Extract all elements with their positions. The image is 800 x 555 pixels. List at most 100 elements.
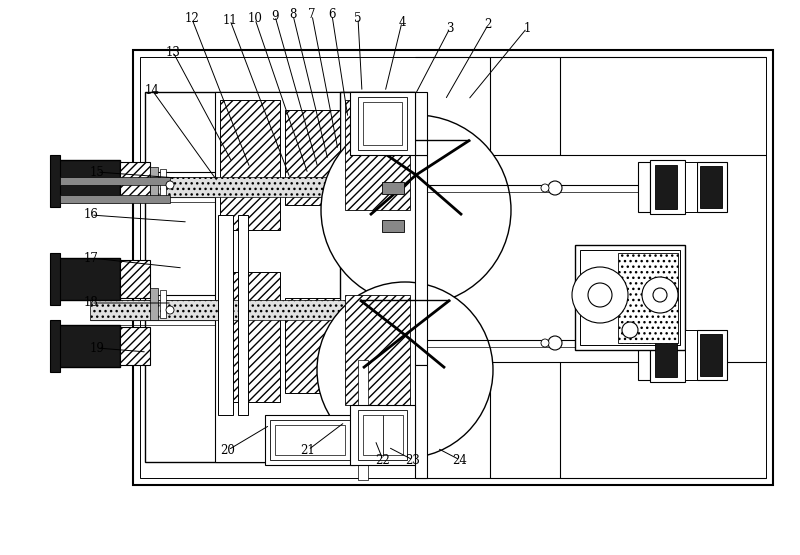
Bar [697,162,727,212]
Circle shape [317,282,493,458]
Circle shape [541,339,549,347]
Bar [383,415,403,455]
Circle shape [622,322,638,338]
Text: 6: 6 [328,8,336,22]
Bar [55,160,120,202]
Bar [358,360,368,480]
Bar [160,290,166,318]
Bar [55,325,120,367]
Bar [368,422,376,462]
Circle shape [548,181,562,195]
Bar [60,177,170,185]
Bar [340,92,415,462]
Text: 12: 12 [185,13,199,26]
Bar [150,167,158,199]
Bar [220,100,280,230]
Bar [700,334,722,376]
Text: 2: 2 [484,18,492,32]
Bar [350,92,415,155]
Bar [265,415,355,465]
Bar [638,162,650,212]
Text: 11: 11 [222,13,238,27]
Bar [350,405,415,465]
Text: 8: 8 [290,8,297,22]
Circle shape [541,184,549,192]
Bar [285,110,340,205]
Bar [90,177,415,197]
Bar [650,328,685,382]
Text: 10: 10 [247,13,262,26]
Bar [415,155,427,365]
Bar [618,253,678,343]
Text: 5: 5 [354,12,362,24]
Bar [392,422,400,462]
Bar [55,258,120,300]
Bar [358,97,407,150]
Bar [140,57,766,478]
Bar [150,288,158,320]
Text: 20: 20 [221,443,235,457]
Bar [270,420,350,460]
Text: 18: 18 [84,296,98,310]
Bar [382,220,404,232]
Text: 19: 19 [90,341,105,355]
Text: 14: 14 [145,83,159,97]
Bar [697,330,727,380]
Text: 13: 13 [166,46,181,58]
Circle shape [166,181,174,189]
Text: 24: 24 [453,453,467,467]
Text: 21: 21 [301,443,315,457]
Bar [575,245,685,350]
Bar [363,415,383,455]
Circle shape [166,306,174,314]
Bar [345,100,410,210]
Bar [345,295,410,405]
Bar [275,425,345,455]
Bar [382,182,404,194]
Bar [285,298,340,393]
Circle shape [572,267,628,323]
Text: 22: 22 [376,453,390,467]
Bar [580,250,680,345]
Bar [50,253,60,305]
Bar [685,162,697,212]
Text: 7: 7 [308,8,316,22]
Text: 15: 15 [90,165,105,179]
Bar [638,330,650,380]
Bar [358,410,407,460]
Bar [145,92,415,462]
Bar [655,333,677,377]
Text: 16: 16 [83,209,98,221]
Bar [238,215,248,415]
Bar [60,195,170,203]
Bar [415,92,427,155]
Bar [685,330,697,380]
Bar [220,272,280,402]
Bar [50,320,60,372]
Bar [90,300,415,320]
Text: 4: 4 [398,16,406,28]
Bar [120,162,150,200]
Text: 17: 17 [83,251,98,265]
Circle shape [642,277,678,313]
Text: 1: 1 [523,22,530,34]
Bar [655,165,677,209]
Text: 23: 23 [406,453,421,467]
Text: 3: 3 [446,22,454,34]
Bar [380,422,388,462]
Bar [215,92,400,462]
Bar [120,327,150,365]
Bar [218,215,233,415]
Bar [160,169,166,197]
Circle shape [321,115,511,305]
Bar [415,365,427,478]
Bar [133,50,773,485]
Bar [120,260,150,298]
Bar [700,166,722,208]
Circle shape [588,283,612,307]
Bar [50,155,60,207]
Circle shape [548,336,562,350]
Bar [650,160,685,214]
Text: 9: 9 [271,9,278,23]
Circle shape [653,288,667,302]
